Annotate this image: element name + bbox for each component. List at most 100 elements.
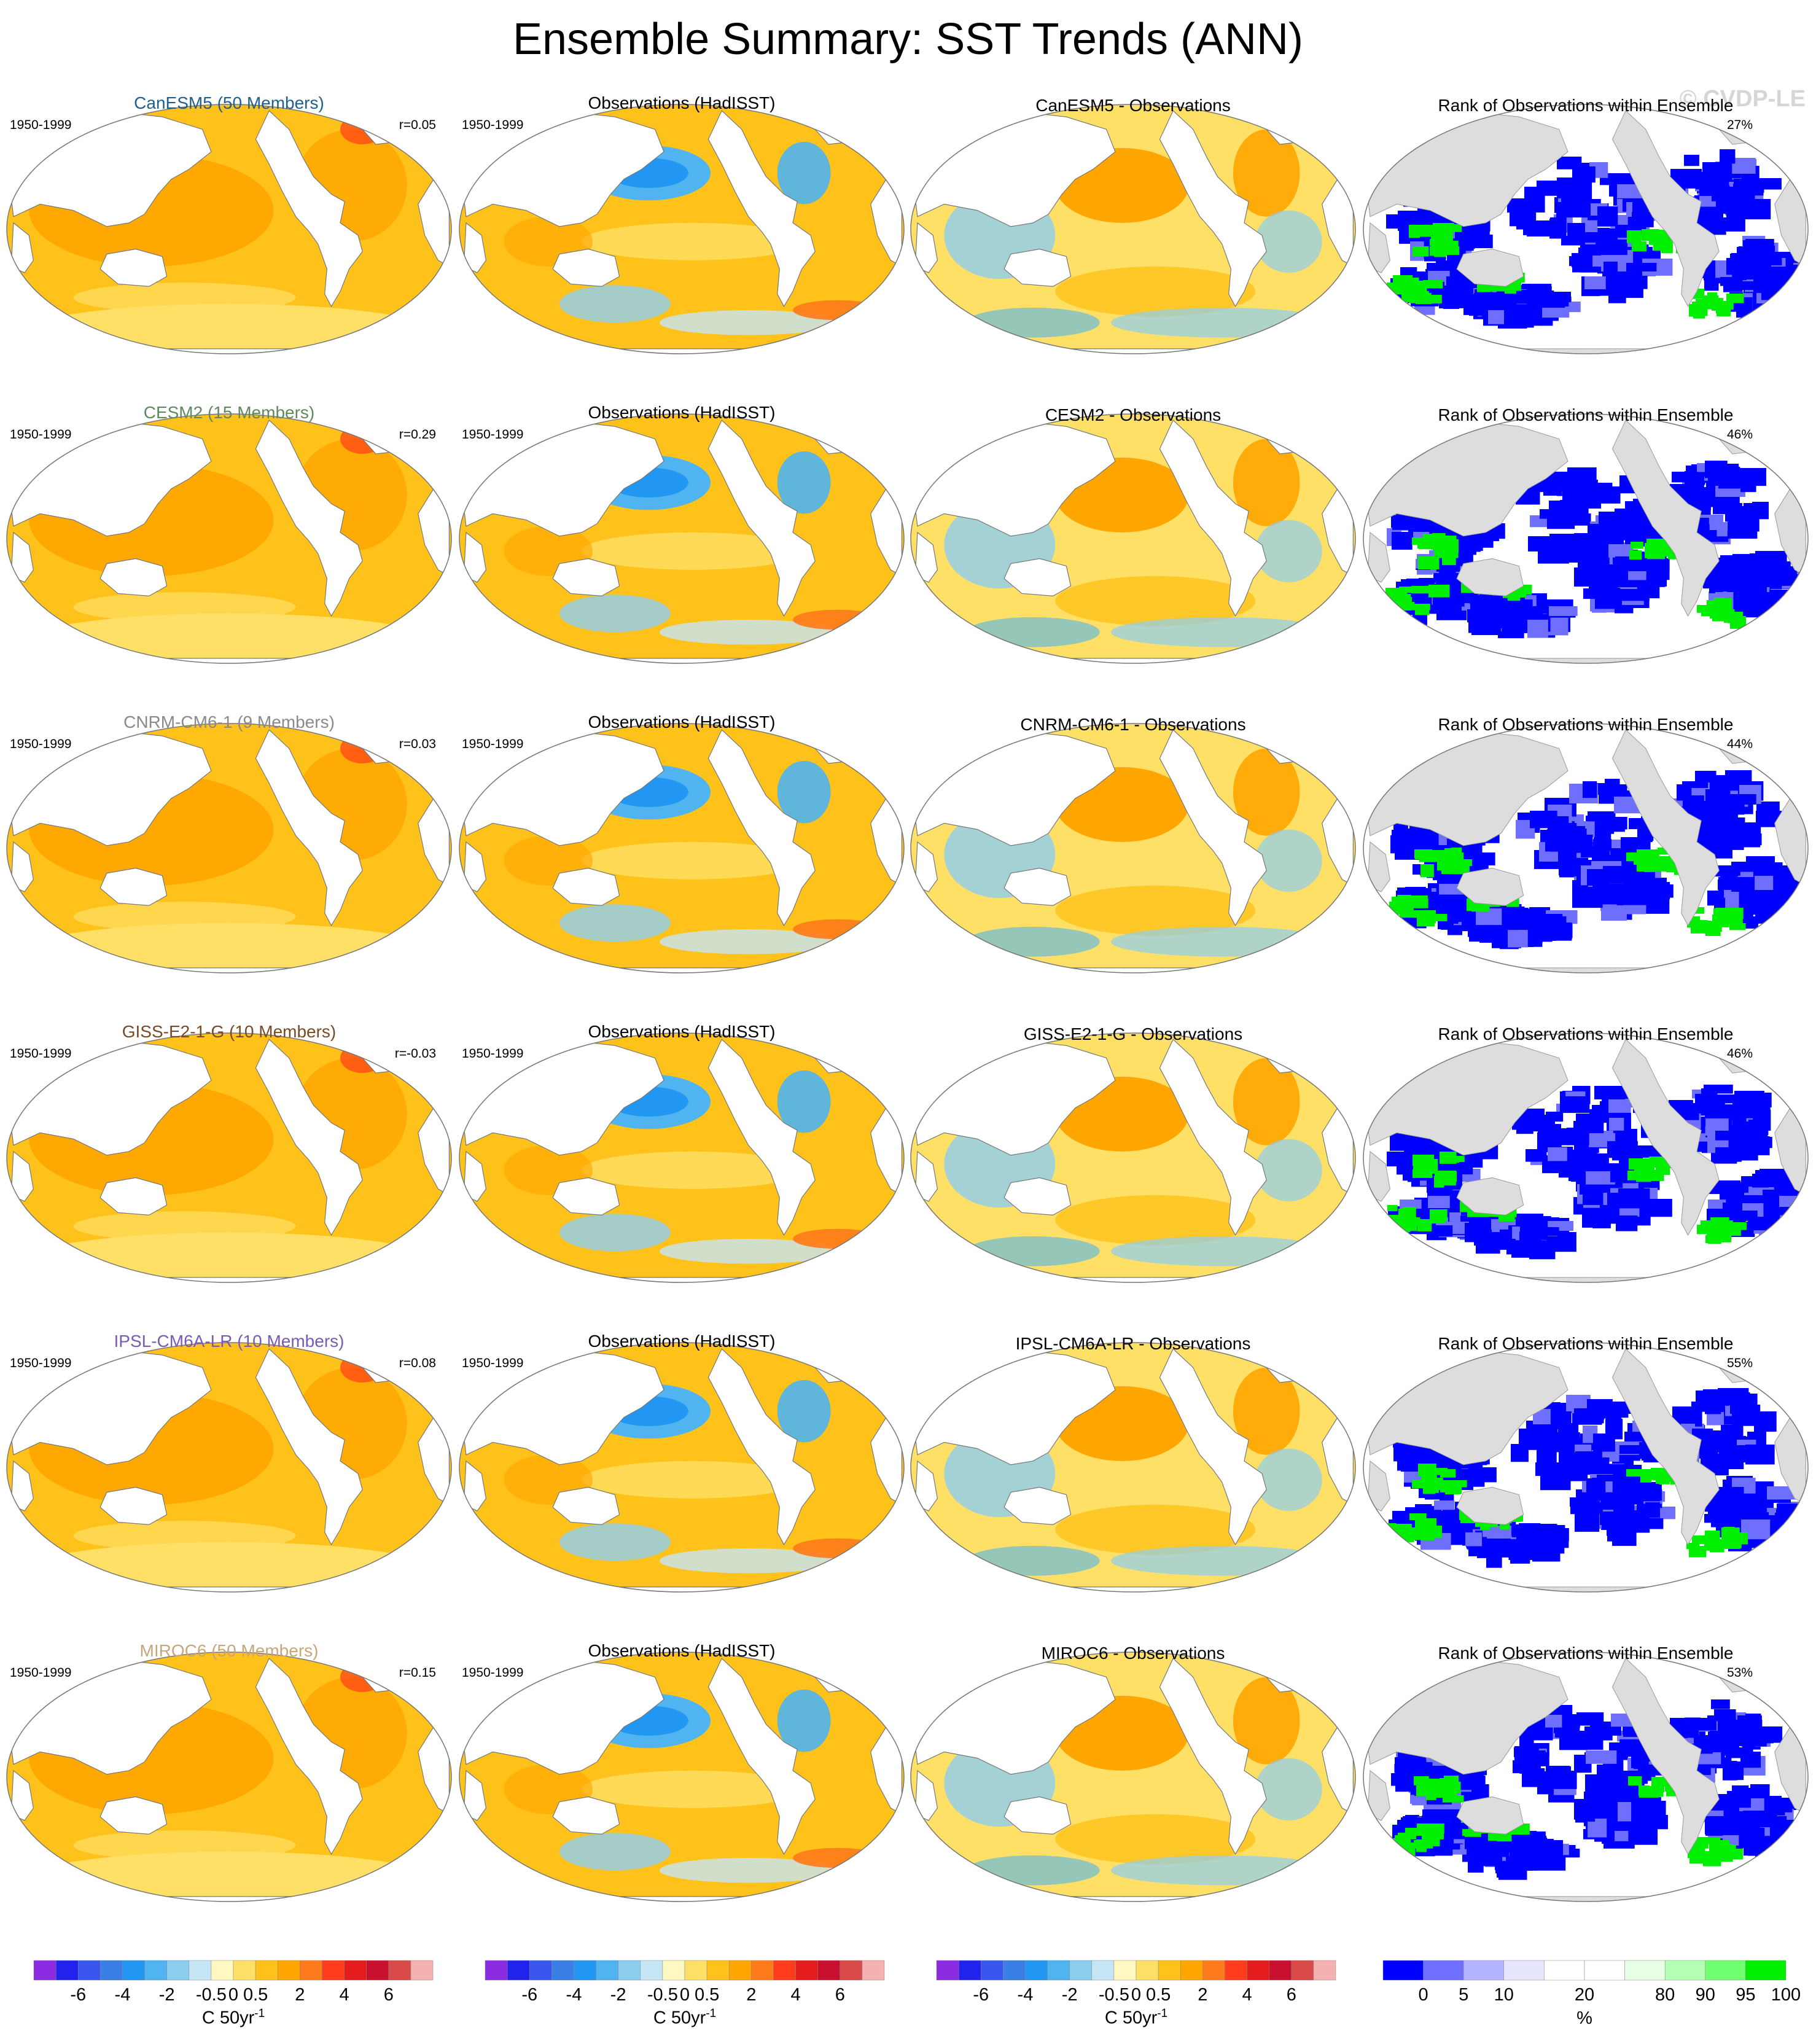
trend-colorbar-3-swatch bbox=[1158, 1960, 1181, 1981]
rank-colorbar-tick-label: 100 bbox=[1771, 1985, 1801, 2005]
trend-colorbar-1-tick-label: -0.5 bbox=[195, 1985, 227, 2005]
diff-title-row4: GISS-E2-1-G - Observations bbox=[1023, 1024, 1243, 1043]
trend-colorbar-2-swatch bbox=[662, 1960, 685, 1981]
trend-colorbar-3-tick-label: -6 bbox=[973, 1985, 989, 2005]
period-obs-row3: 1950-1999 bbox=[462, 737, 524, 751]
period-obs-row5: 1950-1999 bbox=[462, 1356, 524, 1370]
trend-colorbar-2-swatch bbox=[529, 1960, 552, 1981]
trend-colorbar-3-swatch bbox=[1136, 1960, 1159, 1981]
trend-colorbar-unit-3: C 50yr-1 bbox=[1104, 2007, 1168, 2028]
map-outline-rank-row4 bbox=[1363, 1032, 1809, 1283]
rank-colorbar-swatch bbox=[1624, 1960, 1666, 1981]
period-obs-row1: 1950-1999 bbox=[462, 118, 524, 132]
trend-colorbar-3-swatch bbox=[1069, 1960, 1093, 1981]
trend-colorbar-3-swatch bbox=[1113, 1960, 1137, 1981]
trend-colorbar-1-swatch bbox=[277, 1960, 300, 1981]
map-outline-rank-row3 bbox=[1363, 723, 1809, 973]
period-model-row1: 1950-1999 bbox=[10, 118, 72, 132]
r-value-row6: r=0.15 bbox=[399, 1666, 436, 1680]
model-title-row6: MIROC6 (50 Members) bbox=[139, 1641, 319, 1660]
model-title-row2: CESM2 (15 Members) bbox=[143, 403, 315, 422]
trend-colorbar-3-tick-label: 0 bbox=[1131, 1985, 1142, 2005]
map-outline-rank-row1 bbox=[1363, 104, 1809, 354]
rank-colorbar-swatch bbox=[1544, 1960, 1585, 1981]
map-outline-diff-row3 bbox=[910, 723, 1356, 973]
map-obs-row5 bbox=[459, 1343, 904, 1592]
trend-colorbar-1-swatch bbox=[344, 1960, 367, 1981]
rank-pct-row3: 44% bbox=[1726, 737, 1753, 751]
trend-colorbar-1-tick-label: -6 bbox=[70, 1985, 87, 2005]
rank-colorbar-unit: % bbox=[1576, 2008, 1592, 2028]
map-obs-row4 bbox=[459, 1033, 904, 1282]
trend-colorbar-1-tick-label: 4 bbox=[339, 1985, 349, 2005]
trend-colorbar-3-tick-label: 6 bbox=[1286, 1985, 1296, 2005]
map-diff-row4 bbox=[911, 1033, 1355, 1282]
map-panels bbox=[6, 104, 1809, 1902]
map-outline-model-row3 bbox=[6, 723, 452, 973]
obs-title-row2: Observations (HadISST) bbox=[588, 403, 776, 422]
diff-title-row2: CESM2 - Observations bbox=[1045, 405, 1222, 424]
rank-pct-row2: 46% bbox=[1726, 427, 1753, 442]
map-outline-obs-row6 bbox=[459, 1652, 905, 1902]
map-outline-obs-row1 bbox=[459, 104, 905, 354]
trend-colorbar-3-tick-label: 2 bbox=[1198, 1985, 1208, 2005]
trend-colorbar-3-swatch bbox=[1003, 1960, 1026, 1981]
trend-colorbar-2-swatch bbox=[706, 1960, 730, 1981]
rank-title-row1: Rank of Observations within Ensemble bbox=[1438, 96, 1734, 115]
map-outline-diff-row6 bbox=[910, 1652, 1356, 1902]
trend-colorbar-2-swatch bbox=[485, 1960, 508, 1981]
period-obs-row2: 1950-1999 bbox=[462, 427, 524, 442]
trend-colorbar-3-swatch bbox=[980, 1960, 1003, 1981]
trend-colorbar-3-swatch bbox=[1225, 1960, 1247, 1981]
rank-colorbar-swatch bbox=[1423, 1960, 1464, 1981]
rank-pct-row1: 27% bbox=[1726, 118, 1753, 132]
map-outline-model-row4 bbox=[6, 1032, 452, 1283]
trend-colorbar-2-swatch bbox=[773, 1960, 796, 1981]
period-model-row5: 1950-1999 bbox=[10, 1356, 72, 1370]
map-diff-row2 bbox=[911, 414, 1355, 663]
trend-colorbar-2-tick-label: 6 bbox=[835, 1985, 845, 2005]
diff-title-row5: IPSL-CM6A-LR - Observations bbox=[1015, 1334, 1251, 1353]
r-value-row5: r=0.08 bbox=[399, 1356, 436, 1370]
trend-colorbar-1-swatch bbox=[300, 1960, 322, 1981]
trend-colorbar-1-swatch bbox=[33, 1960, 57, 1981]
trend-colorbar-unit-2: C 50yr-1 bbox=[653, 2007, 717, 2028]
period-model-row2: 1950-1999 bbox=[10, 427, 72, 442]
map-rank-row6 bbox=[1363, 1652, 1808, 1902]
map-outline-model-row6 bbox=[6, 1652, 452, 1902]
rank-colorbar-tick-label: 5 bbox=[1459, 1985, 1469, 2005]
period-model-row4: 1950-1999 bbox=[10, 1047, 72, 1061]
diff-title-row1: CanESM5 - Observations bbox=[1035, 96, 1231, 115]
rank-title-row3: Rank of Observations within Ensemble bbox=[1438, 715, 1734, 734]
obs-title-row3: Observations (HadISST) bbox=[588, 712, 776, 731]
rank-colorbar-swatch bbox=[1664, 1960, 1706, 1981]
map-outline-rank-row2 bbox=[1363, 413, 1809, 664]
map-outline-diff-row5 bbox=[910, 1342, 1356, 1593]
trend-colorbar-2-swatch bbox=[817, 1960, 841, 1981]
trend-colorbar-1-swatch bbox=[388, 1960, 411, 1981]
rank-colorbar-swatch bbox=[1705, 1960, 1746, 1981]
map-outline-obs-row2 bbox=[459, 413, 905, 664]
trend-colorbar-1-swatch bbox=[366, 1960, 389, 1981]
trend-colorbar-3-swatch bbox=[1025, 1960, 1048, 1981]
model-title-row3: CNRM-CM6-1 (9 Members) bbox=[123, 712, 335, 731]
obs-title-row6: Observations (HadISST) bbox=[588, 1641, 776, 1660]
rank-title-row2: Rank of Observations within Ensemble bbox=[1438, 405, 1734, 424]
trend-colorbar-1-swatch bbox=[189, 1960, 212, 1981]
r-value-row1: r=0.05 bbox=[399, 118, 436, 132]
rank-colorbar-tick-label: 90 bbox=[1695, 1985, 1715, 2005]
trend-colorbar-2-swatch bbox=[574, 1960, 596, 1981]
map-rank-row5 bbox=[1363, 1343, 1808, 1592]
map-obs-row3 bbox=[459, 724, 904, 973]
trend-colorbar-1-swatch bbox=[410, 1960, 434, 1981]
rank-colorbar-swatch bbox=[1503, 1960, 1545, 1981]
trend-colorbar-1-tick-label: 0 bbox=[228, 1985, 239, 2005]
trend-colorbar-3-swatch bbox=[1047, 1960, 1070, 1981]
trend-colorbar-2-swatch bbox=[640, 1960, 663, 1981]
r-value-row4: r=-0.03 bbox=[394, 1047, 436, 1061]
trend-colorbar-2-swatch bbox=[618, 1960, 641, 1981]
map-outline-diff-row2 bbox=[910, 413, 1356, 664]
model-title-row1: CanESM5 (50 Members) bbox=[134, 93, 324, 112]
map-obs-row2 bbox=[459, 414, 904, 663]
trend-colorbar-2-tick-label: 0 bbox=[679, 1985, 690, 2005]
